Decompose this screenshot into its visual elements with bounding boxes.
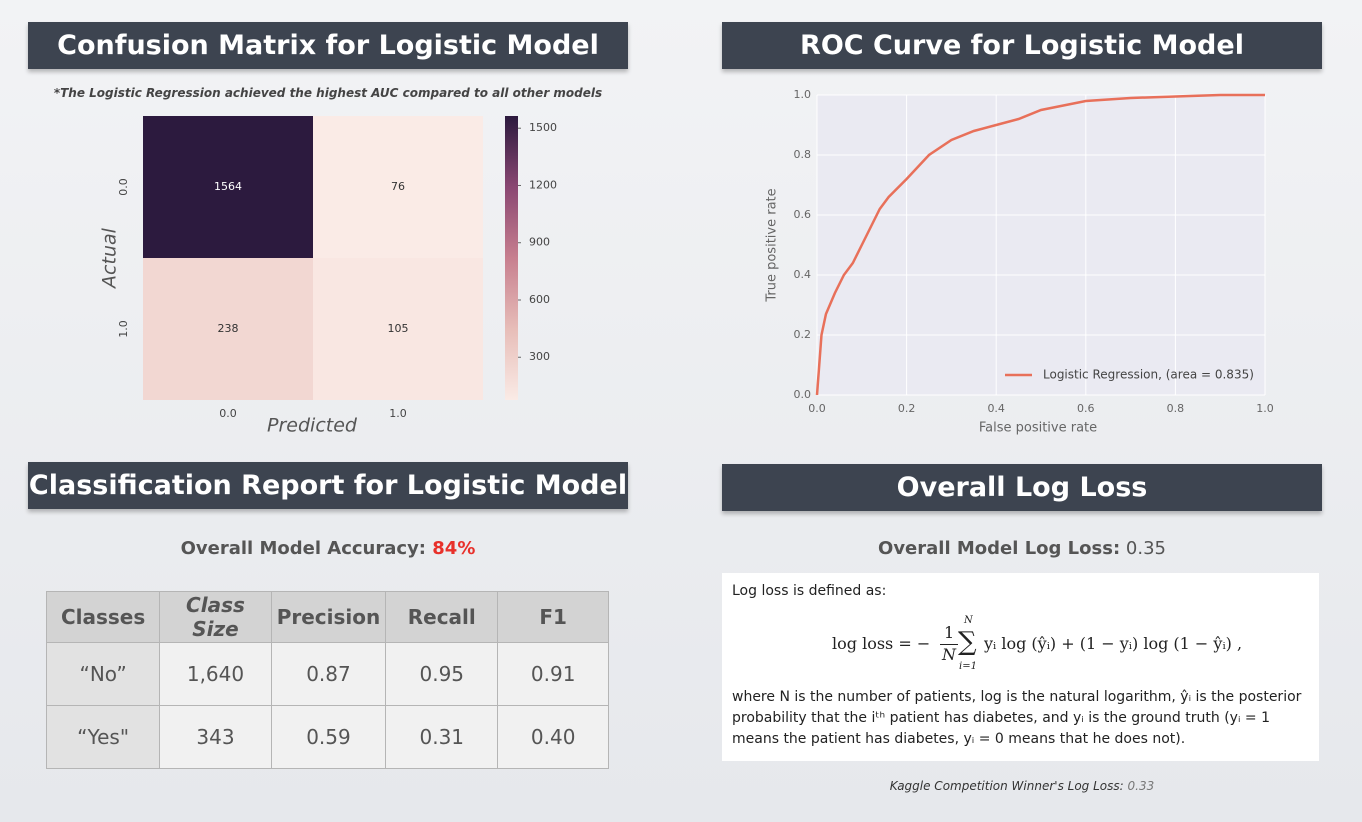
logloss-value: 0.35 — [1125, 538, 1166, 559]
x-tick-label: 0.0 — [808, 402, 826, 415]
plot-background — [817, 95, 1265, 395]
x-tick-label: 0.4 — [987, 402, 1005, 415]
definition-box: Log loss is defined as: log loss = − 1 N… — [722, 573, 1319, 761]
header-cell: F1 — [497, 591, 609, 643]
colorbar-label: 900 — [529, 236, 550, 249]
header-cell: Class Size — [159, 591, 272, 643]
cell: 0.31 — [385, 705, 499, 769]
cell: 0.40 — [497, 705, 609, 769]
cell-label: 1564 — [214, 180, 242, 193]
colorbar-label: 600 — [529, 293, 550, 306]
cell: 0.59 — [270, 705, 387, 769]
y-tick-label: 0.4 — [794, 268, 812, 281]
x-tick-label: 0.2 — [898, 402, 916, 415]
note: *The Logistic Regression achieved the hi… — [53, 86, 603, 100]
intro: Log loss is defined as: — [732, 583, 887, 599]
heatmap-cell — [143, 116, 313, 258]
cell: “Yes" — [45, 705, 161, 769]
panel-title: Confusion Matrix for Logistic Model — [28, 22, 628, 69]
y-tick-label: 1.0 — [117, 320, 130, 338]
logloss-label: Overall Model Log Loss: — [878, 538, 1121, 559]
panel-title: Overall Log Loss — [722, 464, 1322, 511]
kaggle-label: Kaggle Competition Winner's Log Loss: — [889, 779, 1124, 793]
explanation: where N is the number of patients, log i… — [732, 689, 1302, 747]
formula-sum-top: N — [964, 615, 973, 626]
cell: 0.91 — [497, 642, 609, 706]
panel-title: ROC Curve for Logistic Model — [722, 22, 1322, 69]
formula-num: 1 — [944, 623, 955, 642]
x-tick-label: 1.0 — [389, 407, 407, 420]
x-tick-label: 0.6 — [1077, 402, 1095, 415]
accuracy-label: Overall Model Accuracy: — [180, 538, 426, 559]
colorbar-label: 1200 — [529, 178, 557, 191]
kaggle-value: 0.33 — [1127, 779, 1155, 793]
charts: 1564 76 238 105 0.0 1.0 0.0 1.0 Predicted Actual 3… — [99, 88, 1274, 437]
accuracy: Overall Model Accuracy: 84% — [28, 538, 628, 559]
heatmap-cell — [313, 258, 483, 400]
formula: log loss = − 1 N N ∑ i=1 yᵢ log (ŷᵢ) + (… — [832, 615, 1242, 675]
x-axis-label: Predicted — [267, 415, 358, 437]
roc-line — [815, 93, 1265, 396]
colorbar — [505, 116, 518, 400]
y-tick-label: 0.2 — [794, 328, 812, 341]
heatmap-cell — [143, 258, 313, 400]
row: “Yes" 343 0.59 0.31 0.40 — [45, 705, 609, 769]
x-tick-label: 0.8 — [1167, 402, 1185, 415]
formula-sum-bottom: i=1 — [959, 661, 977, 672]
cell-label: 238 — [218, 322, 239, 335]
row: “No” 1,640 0.87 0.95 0.91 — [45, 642, 609, 706]
cell-label: 105 — [388, 322, 409, 335]
formula-den: N — [940, 644, 958, 664]
header-cell: Precision — [270, 591, 387, 643]
panel-title: Classification Report for Logistic Model — [28, 462, 628, 509]
y-tick-label: 1.0 — [794, 88, 812, 101]
header-cell: Classes — [45, 591, 161, 643]
y-tick-label: 0.0 — [117, 178, 130, 196]
formula-lhs: log loss = − — [832, 634, 931, 653]
heatmap-cell — [313, 116, 483, 258]
header-cell: Recall — [385, 591, 499, 643]
x-tick-label: 1.0 — [1256, 402, 1274, 415]
y-tick-label: 0.8 — [794, 148, 812, 161]
logloss-line: Overall Model Log Loss: 0.35 — [722, 538, 1322, 559]
cell: 0.87 — [270, 642, 387, 706]
formula-sum: ∑ — [958, 627, 977, 657]
colorbar-label: 1500 — [529, 121, 557, 134]
cell: 343 — [159, 705, 272, 769]
y-tick-label: 0.6 — [794, 208, 812, 221]
legend-label: Logistic Regression, (area = 0.835) — [1043, 368, 1254, 382]
y-axis-label: True positive rate — [765, 188, 780, 302]
cell: 0.95 — [385, 642, 499, 706]
cell-label: 76 — [391, 180, 405, 193]
x-tick-label: 0.0 — [219, 407, 237, 420]
cell: 1,640 — [159, 642, 272, 706]
header-row: Classes Class Size Precision Recall F1 — [45, 591, 609, 643]
x-axis-label: False positive rate — [979, 421, 1097, 436]
cell: “No” — [45, 642, 161, 706]
accuracy-value: 84% — [432, 538, 476, 559]
formula-rhs: yᵢ log (ŷᵢ) + (1 − yᵢ) log (1 − ŷᵢ) , — [984, 634, 1243, 653]
colorbar-label: 300 — [529, 350, 550, 363]
report-table: Classes Class Size Precision Recall F1 “… — [45, 591, 609, 769]
y-axis-label: Actual — [99, 227, 121, 290]
y-tick-label: 0.0 — [794, 388, 812, 401]
kaggle: Kaggle Competition Winner's Log Loss: 0.… — [722, 779, 1322, 793]
